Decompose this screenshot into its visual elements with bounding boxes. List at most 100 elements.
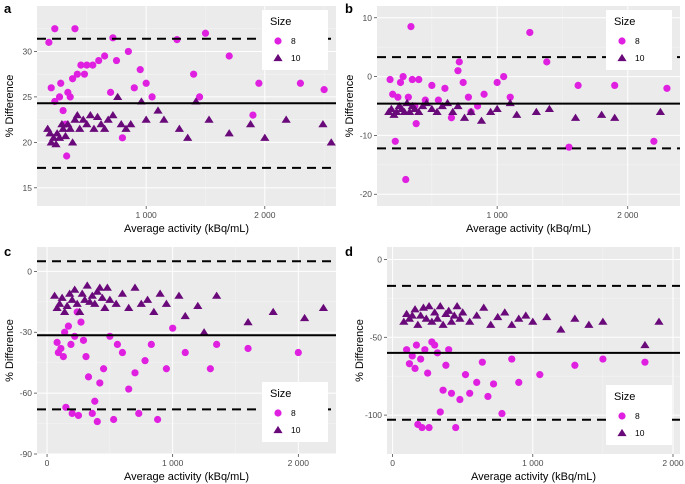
legend-box — [262, 10, 328, 70]
y-tick-label: 10 — [363, 13, 373, 23]
x-axis-title: Average activity (kBq/mL) — [124, 471, 249, 483]
point-size-8 — [506, 93, 514, 101]
point-size-8 — [442, 361, 450, 369]
point-size-8 — [112, 56, 121, 65]
point-size-10 — [427, 104, 437, 113]
legend-title: Size — [614, 391, 635, 403]
point-size-8 — [195, 93, 204, 101]
point-size-10 — [80, 295, 90, 303]
x-tick-label: 1 000 — [487, 210, 509, 220]
point-size-10 — [78, 115, 88, 123]
point-size-8 — [641, 358, 649, 366]
point-size-10 — [654, 317, 664, 325]
y-tick-label: -100 — [365, 410, 382, 420]
point-size-8 — [95, 56, 103, 65]
point-size-8 — [59, 352, 67, 361]
point-size-10 — [493, 312, 503, 321]
point-size-8 — [408, 75, 416, 84]
point-size-10 — [153, 106, 163, 114]
point-size-8 — [456, 395, 464, 404]
point-size-10 — [75, 124, 85, 132]
y-tick-label: -60 — [20, 388, 33, 398]
point-size-8 — [82, 352, 90, 361]
point-size-8 — [113, 340, 122, 349]
point-size-10 — [100, 124, 110, 132]
point-size-8 — [415, 75, 423, 84]
point-size-10 — [77, 289, 87, 297]
point-size-8 — [396, 78, 405, 87]
point-size-10 — [124, 303, 134, 311]
point-size-8 — [74, 411, 83, 420]
y-tick-label: -20 — [360, 189, 373, 199]
y-tick-label: 0 — [27, 266, 32, 276]
point-size-8 — [394, 93, 402, 101]
point-size-8 — [55, 93, 64, 101]
point-size-8 — [473, 378, 481, 387]
point-size-10 — [180, 311, 190, 320]
point-size-10 — [570, 113, 581, 121]
point-size-8 — [480, 90, 488, 98]
x-tick-label: 2 000 — [662, 458, 684, 468]
point-size-8 — [124, 47, 132, 56]
legend-key-8 — [618, 412, 626, 420]
point-size-8 — [464, 93, 473, 101]
point-size-8 — [201, 29, 210, 37]
point-size-8 — [320, 86, 328, 94]
point-size-10 — [90, 299, 100, 307]
point-size-8 — [455, 58, 463, 66]
point-size-10 — [245, 120, 256, 128]
point-size-10 — [318, 120, 328, 128]
point-size-8 — [83, 61, 91, 69]
point-size-8 — [489, 380, 498, 388]
legend-key-8 — [274, 409, 282, 417]
point-size-10 — [60, 307, 70, 316]
point-size-10 — [432, 107, 442, 115]
point-size-10 — [492, 104, 502, 113]
point-size-10 — [46, 138, 56, 146]
point-size-10 — [444, 306, 454, 314]
point-size-10 — [500, 308, 510, 316]
point-size-8 — [101, 52, 109, 60]
point-size-10 — [212, 291, 222, 299]
point-size-10 — [438, 320, 448, 328]
point-size-8 — [565, 143, 573, 151]
legend-label-8: 8 — [291, 36, 296, 46]
point-size-10 — [65, 124, 75, 132]
point-size-10 — [531, 107, 541, 115]
point-size-10 — [49, 133, 59, 141]
point-size-10 — [82, 120, 92, 128]
point-size-10 — [54, 133, 65, 141]
point-size-10 — [193, 301, 203, 309]
point-size-8 — [484, 392, 492, 401]
point-size-8 — [447, 114, 456, 122]
point-size-10 — [141, 115, 151, 123]
point-size-10 — [570, 314, 580, 322]
panel-b: b -20 -10 0 10 1 000 2 000 Average activity (kB… — [344, 1, 680, 235]
point-size-10 — [243, 317, 253, 326]
point-size-8 — [421, 346, 429, 354]
point-size-8 — [213, 340, 221, 349]
x-tick-label: 2 000 — [288, 458, 310, 468]
point-size-8 — [461, 371, 470, 379]
point-size-10 — [430, 308, 440, 316]
panel-d: d -100 -50 0 0 1 000 2 000 Average activity (kB… — [345, 244, 684, 483]
point-size-8 — [412, 120, 420, 128]
y-axis-title: % Difference — [344, 75, 356, 138]
point-size-10 — [149, 307, 159, 316]
point-size-10 — [299, 313, 310, 322]
point-size-10 — [204, 115, 214, 123]
point-size-8 — [425, 423, 433, 432]
point-size-8 — [663, 84, 671, 92]
point-size-8 — [599, 355, 607, 363]
point-size-10 — [437, 101, 447, 110]
point-size-10 — [113, 92, 123, 101]
point-size-10 — [72, 299, 82, 307]
y-tick-label: 0 — [367, 72, 372, 82]
point-size-8 — [135, 409, 143, 418]
legend-label-10: 10 — [291, 53, 301, 63]
point-size-10 — [116, 120, 126, 128]
point-size-8 — [536, 371, 544, 379]
point-size-8 — [110, 415, 118, 424]
point-size-8 — [441, 84, 449, 92]
